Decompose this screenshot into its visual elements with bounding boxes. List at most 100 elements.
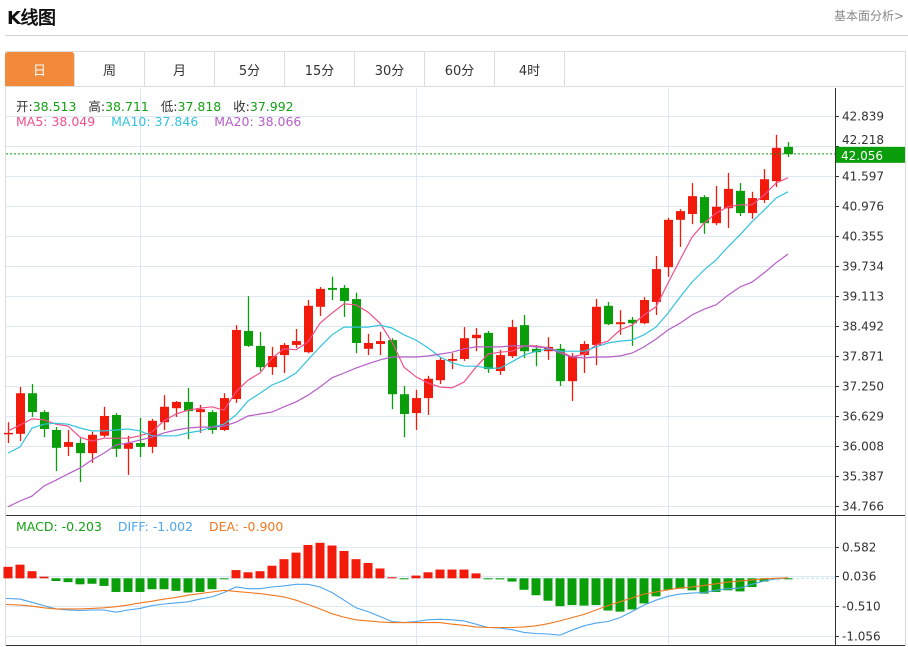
macd-bar-positive bbox=[339, 550, 349, 579]
macd-bar-negative bbox=[675, 578, 685, 589]
tab-30min[interactable]: 30分 bbox=[355, 52, 425, 87]
price-tick-label: 35.387 bbox=[842, 470, 884, 484]
period-tabs: 日 周 月 5分 15分 30分 60分 4时 bbox=[5, 52, 565, 87]
macd-tick-label: 0.582 bbox=[842, 541, 876, 555]
candle-up bbox=[220, 398, 229, 430]
candle-down bbox=[136, 443, 145, 447]
ma-legend: MA5: 38.049 MA10: 37.846 MA20: 38.066 bbox=[16, 114, 301, 129]
candle-up bbox=[652, 269, 661, 302]
candle-down bbox=[400, 394, 409, 415]
candle-down bbox=[784, 146, 793, 155]
candle-up bbox=[172, 401, 181, 409]
candle-up bbox=[448, 358, 457, 361]
candle-down bbox=[28, 393, 37, 413]
chart-frame bbox=[5, 51, 906, 646]
macd-bar-negative bbox=[99, 578, 109, 586]
ma10-line bbox=[7, 191, 789, 454]
price-tick-label: 37.871 bbox=[842, 350, 884, 364]
price-tick-label: 42.218 bbox=[842, 133, 884, 147]
macd-bar-negative bbox=[219, 578, 229, 580]
diff-legend-value: DIFF: -1.002 bbox=[117, 519, 194, 534]
macd-bar-negative bbox=[579, 578, 589, 606]
candle-down bbox=[484, 332, 493, 370]
candle-down bbox=[184, 401, 193, 412]
macd-bar-negative bbox=[687, 578, 697, 591]
macd-bar-negative bbox=[651, 578, 661, 597]
macd-bar-positive bbox=[279, 559, 289, 579]
candle-up bbox=[748, 198, 757, 214]
ohlc-legend: 开:38.513 高:38.711 低:37.818 收:37.992 bbox=[16, 96, 294, 115]
macd-bar-negative bbox=[483, 578, 493, 580]
tab-5min[interactable]: 5分 bbox=[215, 52, 285, 87]
candle-up bbox=[4, 432, 13, 435]
candle-up bbox=[616, 322, 625, 325]
candle-up bbox=[640, 300, 649, 324]
candle-up bbox=[304, 305, 313, 353]
price-tick-label: 37.250 bbox=[842, 380, 884, 394]
macd-bar-positive bbox=[375, 568, 385, 579]
macd-bar-negative bbox=[615, 578, 625, 612]
candle-up bbox=[424, 378, 433, 399]
macd-bar-negative bbox=[555, 578, 565, 607]
macd-bar-negative bbox=[135, 578, 145, 592]
macd-bar-negative bbox=[627, 578, 637, 610]
dea-line bbox=[6, 577, 789, 629]
candle-down bbox=[628, 319, 637, 324]
fundamental-analysis-link[interactable]: 基本面分析> bbox=[833, 9, 904, 23]
page-title: K线图 bbox=[7, 8, 56, 29]
tab-60min[interactable]: 60分 bbox=[425, 52, 495, 87]
candle-up bbox=[100, 415, 109, 436]
candle-up bbox=[472, 334, 481, 339]
candle-down bbox=[700, 197, 709, 224]
candle-down bbox=[256, 345, 265, 368]
macd-bar-positive bbox=[435, 569, 445, 579]
price-tick-label: 40.976 bbox=[842, 200, 884, 214]
tab-4hour[interactable]: 4时 bbox=[495, 52, 565, 87]
macd-bar-negative bbox=[711, 578, 721, 592]
macd-bar-positive bbox=[315, 542, 325, 579]
macd-bar-positive bbox=[243, 572, 253, 579]
ma20-line bbox=[7, 253, 789, 508]
tab-day[interactable]: 日 bbox=[5, 52, 75, 87]
candle-up bbox=[664, 219, 673, 268]
macd-bar-positive bbox=[411, 575, 421, 579]
current-price-label: 42.056 bbox=[841, 149, 883, 163]
candle-up bbox=[292, 341, 301, 345]
macd-bar-negative bbox=[207, 578, 217, 590]
candle-up bbox=[508, 327, 517, 357]
macd-bar-positive bbox=[255, 571, 265, 579]
macd-bar-negative bbox=[543, 578, 553, 601]
low-value: 37.818 bbox=[177, 99, 222, 114]
macd-bar-positive bbox=[27, 571, 37, 579]
candle-up bbox=[496, 355, 505, 372]
candle-down bbox=[388, 340, 397, 395]
candle-up bbox=[688, 196, 697, 215]
macd-bar-positive bbox=[231, 570, 241, 579]
candle-up bbox=[16, 393, 25, 434]
macd-bar-negative bbox=[747, 578, 757, 588]
candle-down bbox=[736, 190, 745, 214]
candle-up bbox=[364, 343, 373, 349]
macd-bar-negative bbox=[159, 578, 169, 590]
high-value: 38.711 bbox=[105, 99, 149, 114]
candle-up bbox=[64, 442, 73, 447]
macd-legend: MACD: -0.203 DIFF: -1.002 DEA: -0.900 bbox=[16, 519, 283, 534]
candle-up bbox=[724, 188, 733, 209]
open-label: 开: bbox=[16, 99, 33, 114]
macd-bar-negative bbox=[87, 578, 97, 584]
macd-bar-negative bbox=[171, 578, 181, 591]
tab-week[interactable]: 周 bbox=[75, 52, 145, 87]
candle-down bbox=[340, 287, 349, 301]
close-value: 37.992 bbox=[249, 99, 294, 114]
macd-bar-positive bbox=[327, 545, 337, 579]
macd-bar-positive bbox=[471, 573, 481, 579]
tab-15min[interactable]: 15分 bbox=[285, 52, 355, 87]
macd-bar-positive bbox=[447, 569, 457, 579]
tab-month[interactable]: 月 bbox=[145, 52, 215, 87]
price-tick-label: 34.766 bbox=[842, 500, 884, 514]
candle-up bbox=[316, 288, 325, 307]
macd-bar-negative bbox=[111, 578, 121, 592]
macd-bar-negative bbox=[507, 578, 517, 582]
price-tick-label: 41.597 bbox=[842, 170, 884, 184]
